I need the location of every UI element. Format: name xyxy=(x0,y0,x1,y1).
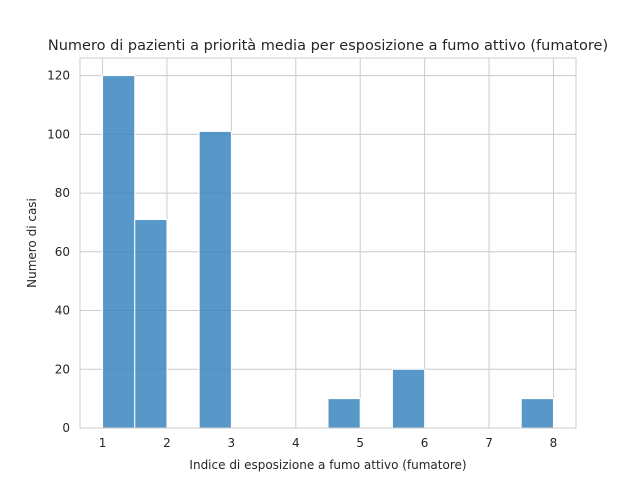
plot-frame xyxy=(79,57,577,429)
x-tick-label: 2 xyxy=(163,436,171,450)
y-tick-label: 120 xyxy=(47,69,70,83)
y-tick-label: 40 xyxy=(55,304,70,318)
y-axis-label: Numero di casi xyxy=(25,198,39,288)
histogram-bar xyxy=(102,75,136,429)
x-axis-label: Indice di esposizione a fumo attivo (fum… xyxy=(189,458,466,472)
histogram-bar xyxy=(198,130,232,429)
y-tick-label: 20 xyxy=(55,362,70,376)
x-tick-label: 8 xyxy=(550,436,558,450)
y-tick-label: 100 xyxy=(47,127,70,141)
histogram-bar xyxy=(327,398,361,429)
y-tick-label: 80 xyxy=(55,186,70,200)
x-tick-labels: 1 2 3 4 5 6 7 8 xyxy=(99,436,558,450)
histogram-bar xyxy=(520,398,554,429)
histogram-bar xyxy=(134,219,168,429)
chart-title: Numero di pazienti a priorità media per … xyxy=(48,38,608,54)
x-tick-label: 6 xyxy=(421,436,429,450)
histogram-bar xyxy=(391,368,426,429)
x-tick-label: 1 xyxy=(99,436,107,450)
y-tick-labels: 0 20 40 60 80 100 120 xyxy=(47,69,70,435)
x-tick-label: 4 xyxy=(292,436,300,450)
y-tick-label: 60 xyxy=(55,245,70,259)
bars xyxy=(102,75,554,429)
x-tick-label: 5 xyxy=(356,436,364,450)
x-tick-label: 3 xyxy=(228,436,236,450)
x-tick-label: 7 xyxy=(485,436,493,450)
y-tick-label: 0 xyxy=(62,421,70,435)
